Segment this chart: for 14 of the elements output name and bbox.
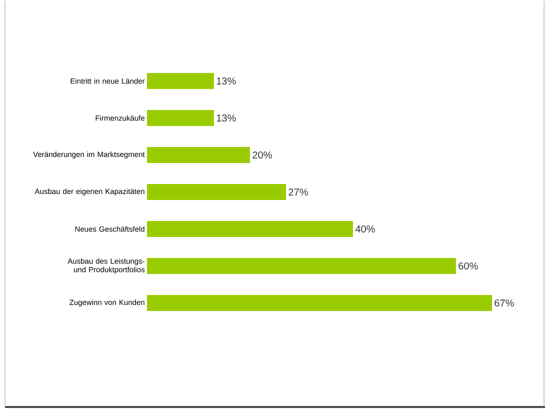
bar <box>147 295 492 311</box>
bar <box>147 258 456 274</box>
bar <box>147 147 250 164</box>
data-label: 13% <box>216 77 236 85</box>
data-label: 13% <box>216 114 236 122</box>
bar <box>147 221 353 238</box>
data-label: 27% <box>288 188 308 196</box>
bar <box>147 184 286 200</box>
data-label: 40% <box>355 225 375 233</box>
data-label: 60% <box>458 262 478 270</box>
bar <box>147 73 214 90</box>
data-label: 67% <box>494 299 514 307</box>
data-label: 20% <box>252 151 272 159</box>
bar <box>147 110 214 126</box>
